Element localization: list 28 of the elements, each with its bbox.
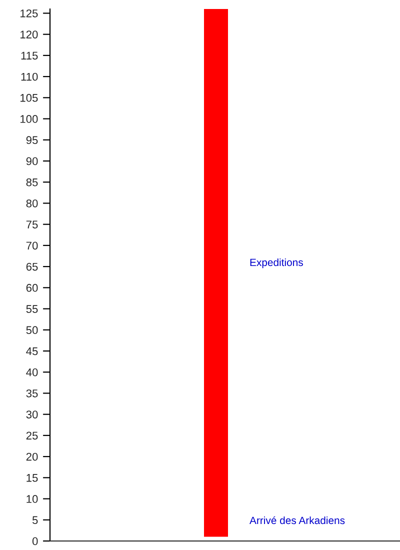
- y-tick-label: 110: [21, 72, 38, 81]
- y-tick-label: 65: [26, 262, 38, 271]
- y-tick-label: 90: [26, 157, 38, 166]
- y-tick-label: 80: [26, 199, 38, 208]
- y-tick-label: 100: [20, 115, 38, 123]
- y-tick-label: 50: [26, 326, 38, 334]
- y-tick-label: 95: [26, 136, 38, 144]
- y-tick-label: 105: [20, 94, 38, 102]
- y-tick-label: 75: [26, 220, 38, 228]
- y-tick-label: 115: [21, 52, 38, 60]
- y-tick-label: 10: [26, 495, 38, 503]
- annotation: Expeditions: [250, 258, 303, 268]
- y-tick-label: 70: [26, 242, 38, 250]
- y-tick-label: 20: [26, 452, 38, 461]
- y-tick-label: 30: [26, 410, 38, 418]
- y-tick-label: 40: [26, 368, 38, 376]
- y-tick-label: 5: [32, 516, 38, 524]
- y-tick-label: 45: [26, 347, 38, 356]
- annotation: Arrivé des Arkadiens: [250, 516, 345, 524]
- y-tick-label: 55: [26, 305, 38, 313]
- y-tick-label: 120: [20, 30, 38, 38]
- y-tick-label: 25: [26, 432, 38, 440]
- y-tick-label: 125: [20, 9, 38, 18]
- y-tick-label: 0: [32, 537, 38, 546]
- y-tick-label: 35: [26, 389, 38, 398]
- y-tick-label: 85: [26, 178, 38, 186]
- y-tick-label: 60: [26, 284, 38, 292]
- y-tick-label: 15: [26, 474, 38, 482]
